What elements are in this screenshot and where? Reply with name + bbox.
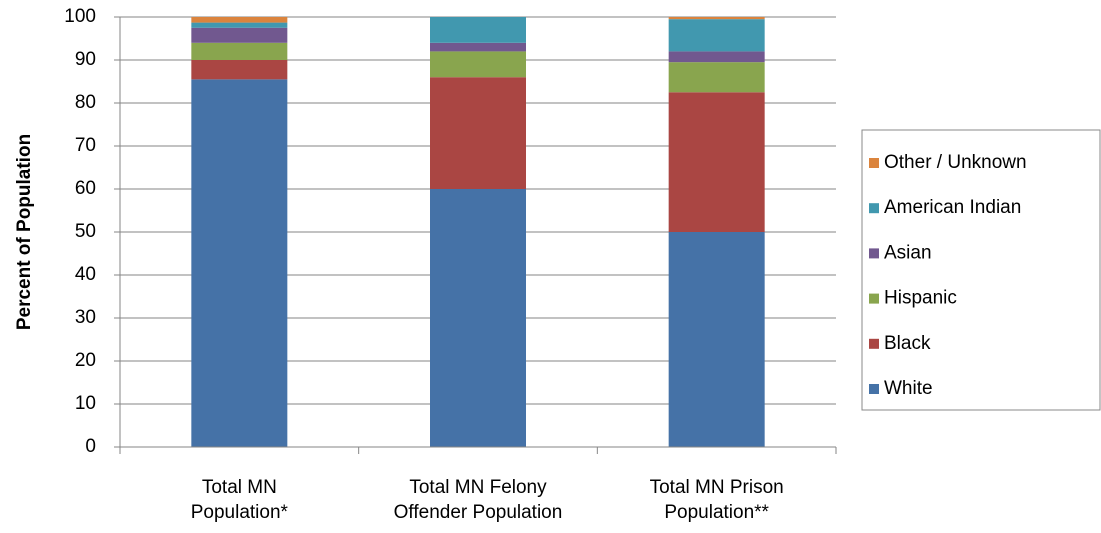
legend-box (861, 129, 1101, 411)
y-tick-label: 40 (75, 264, 96, 285)
legend-label: White (884, 378, 933, 399)
bar-segment (430, 77, 526, 189)
x-tick-label: Total MN (202, 477, 277, 498)
legend-label: Hispanic (884, 288, 957, 309)
legend-swatch (869, 338, 879, 349)
y-tick-label: 10 (75, 393, 96, 414)
bar-segment (191, 22, 288, 28)
bar-segment (668, 232, 765, 447)
bar-segment (191, 42, 288, 60)
y-tick-label: 90 (75, 49, 96, 70)
bar-segment (668, 92, 765, 232)
legend-label: American Indian (884, 197, 1021, 218)
bar-segment (430, 189, 526, 447)
bar-segment (668, 17, 765, 20)
bar-segment (191, 60, 288, 80)
y-tick-label: 30 (75, 307, 96, 328)
x-tick-label: Offender Population (394, 502, 563, 523)
y-tick-label: 80 (75, 92, 96, 113)
legend-swatch (869, 293, 879, 304)
bar-segment (430, 17, 526, 43)
x-tick-label: Total MN Felony (409, 477, 547, 498)
y-axis-label: Percent of Population (14, 134, 35, 330)
legend-label: Other / Unknown (884, 152, 1027, 173)
bar-segment (430, 42, 526, 52)
y-tick-label: 20 (75, 350, 96, 371)
bar-segment (191, 17, 288, 23)
y-tick-label: 100 (64, 6, 96, 27)
bar-segment (668, 62, 765, 93)
x-tick-label: Population* (191, 502, 289, 523)
bar-segment (430, 51, 526, 78)
y-tick-label: 60 (75, 178, 96, 199)
bar-segment (191, 79, 288, 447)
y-tick-label: 70 (75, 135, 96, 156)
y-tick-label: 0 (85, 436, 96, 457)
legend-swatch (869, 248, 879, 259)
x-tick-label: Population** (664, 502, 769, 523)
legend-label: Asian (884, 242, 932, 263)
bar-segment (668, 19, 765, 52)
bar-segment (191, 27, 288, 43)
legend-swatch (869, 158, 879, 168)
y-tick-label: 50 (75, 221, 96, 242)
bar-segment (668, 51, 765, 63)
x-tick-label: Total MN Prison (650, 477, 784, 498)
legend-swatch (869, 203, 879, 214)
legend-label: Black (884, 333, 931, 354)
legend-swatch (869, 384, 879, 394)
